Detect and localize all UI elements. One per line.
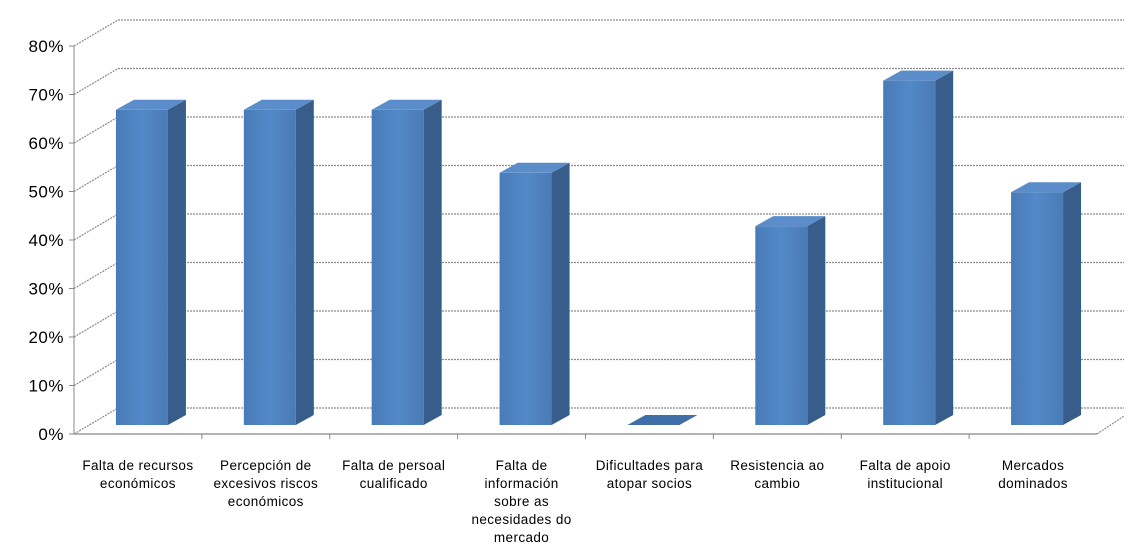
bar-side — [807, 216, 826, 425]
bar-top — [755, 216, 826, 227]
bar-side — [423, 99, 442, 425]
gridline-diagonal — [73, 358, 119, 387]
x-axis: Falta de recursos económicos Percepción de… — [82, 434, 1068, 545]
bar-top — [371, 99, 442, 110]
bar — [755, 216, 826, 425]
gridline-diagonal — [73, 310, 119, 338]
bar — [371, 99, 442, 425]
bar-front — [883, 80, 936, 426]
y-tick-label: 50% — [28, 183, 64, 202]
gridline-diagonal — [73, 261, 119, 290]
bar-front — [243, 109, 296, 425]
bar — [243, 99, 314, 425]
bar-top — [499, 162, 570, 173]
bar — [883, 70, 954, 426]
x-tick-label: Falta de apoio institucional — [860, 458, 951, 491]
bar-front — [755, 226, 808, 425]
bar — [499, 162, 570, 426]
bar-top — [243, 99, 314, 110]
bar-side — [167, 99, 186, 425]
gridlines — [73, 19, 1124, 435]
bar-front — [115, 109, 168, 425]
y-tick-label: 20% — [28, 328, 64, 347]
bar — [1011, 182, 1082, 425]
bar-side — [295, 99, 314, 425]
y-tick-label: 60% — [28, 134, 64, 153]
bar-front — [371, 109, 424, 425]
bar-side — [935, 70, 954, 426]
gridline-diagonal — [73, 213, 119, 241]
gridline-diagonal — [73, 67, 119, 96]
y-tick-label: 70% — [28, 86, 64, 105]
x-tick-label: Dificultades para atopar socios — [596, 458, 703, 491]
x-tick-label: Mercados dominados — [998, 458, 1068, 491]
bar — [115, 99, 186, 425]
bar-top — [115, 99, 186, 110]
x-tick-label: Percepción de excesivos riscos económicos — [213, 458, 318, 509]
gridline-diagonal — [73, 407, 119, 435]
x-tick-label: Falta de recursos económicos — [82, 458, 193, 491]
bar-top — [1011, 182, 1082, 193]
y-tick-label: 30% — [28, 280, 64, 299]
chart-floor — [74, 415, 1125, 435]
y-axis: 0% 10% 20% 30% 40% 50% 60% 70% 80% — [28, 37, 75, 444]
x-tick-label: Falta de información sobre as necesidades d… — [471, 458, 571, 545]
y-tick-label: 80% — [28, 37, 64, 56]
bar — [627, 415, 698, 425]
y-tick-label: 0% — [38, 425, 64, 444]
gridline-diagonal — [73, 164, 119, 193]
bar-side — [551, 162, 570, 426]
floor-right-edge — [1096, 415, 1125, 435]
gridline-diagonal — [73, 116, 119, 144]
gridline-diagonal — [73, 19, 119, 47]
x-tick-label: Resistencia ao cambio — [730, 458, 824, 491]
bar-side — [1063, 182, 1082, 425]
y-tick-label: 40% — [28, 231, 64, 250]
bar-front — [1011, 192, 1064, 425]
y-tick-label: 10% — [28, 377, 64, 396]
bars — [115, 70, 1082, 426]
bar-front — [499, 172, 552, 425]
bar-top — [883, 70, 954, 81]
bar-top — [627, 415, 698, 425]
x-tick-label: Falta de persoal cualificado — [342, 458, 445, 491]
